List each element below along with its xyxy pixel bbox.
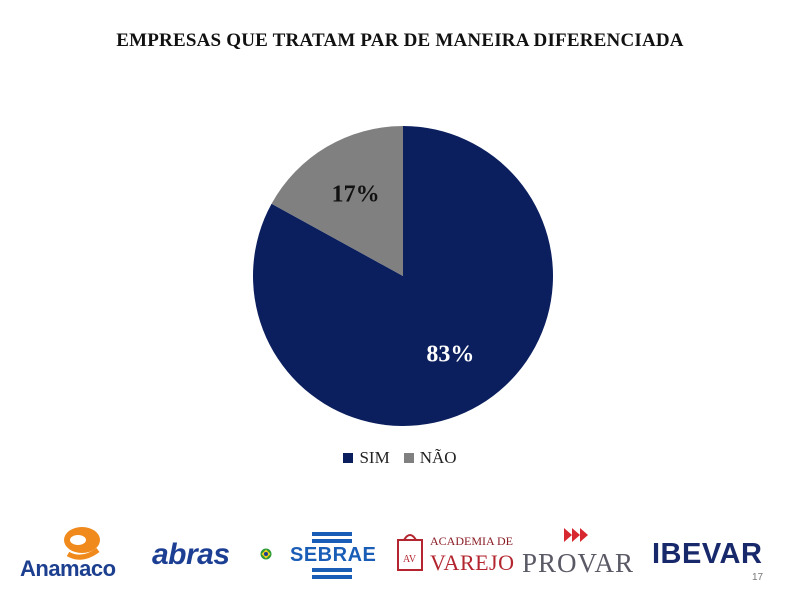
ibevar-logo: IBEVAR	[652, 538, 777, 578]
sebrae-stripes-icon	[312, 532, 352, 579]
academia-wordmark-bottom: VAREJO	[430, 550, 515, 575]
pie-chart: 83% 17%	[252, 126, 553, 426]
chart-title: EMPRESAS QUE TRATAM PAR DE MANEIRA DIFER…	[116, 30, 684, 51]
anamaco-mark-icon	[64, 527, 100, 560]
abras-logo: abras	[152, 538, 277, 578]
academia-varejo-logo: AV ACADEMIA DE VAREJO	[396, 530, 516, 586]
legend-label-nao: NÃO	[419, 448, 457, 467]
legend-label-sim: SIM	[359, 448, 390, 467]
academia-wordmark-top: ACADEMIA DE	[430, 534, 513, 548]
sebrae-wordmark: SEBRAE	[290, 544, 377, 566]
anamaco-wordmark: Anamaco	[20, 556, 116, 581]
shopping-bag-icon	[397, 534, 423, 571]
legend-swatch-sim	[343, 453, 354, 463]
academia-badge: AV	[403, 554, 417, 565]
legend-item-sim: SIM	[343, 448, 390, 468]
ibevar-wordmark: IBEVAR	[652, 538, 763, 570]
pie-slice-sim	[252, 126, 553, 426]
abras-wordmark: abras	[152, 538, 230, 571]
brazil-flag-icon	[260, 548, 272, 560]
page-number: 17	[752, 572, 764, 583]
provar-wordmark: PROVAR	[522, 548, 635, 578]
pie-slice-nao	[271, 126, 403, 276]
anamaco-logo: Anamaco	[20, 524, 136, 584]
provar-logo: PROVAR	[522, 524, 642, 582]
data-label-nao: 17%	[332, 181, 380, 207]
legend-item-nao: NÃO	[403, 448, 457, 468]
data-label-sim: 83%	[426, 342, 474, 368]
provar-mark-icon	[564, 528, 588, 542]
chart-legend: SIM NÃO	[0, 448, 800, 468]
sebrae-logo: SEBRAE	[290, 530, 377, 582]
legend-swatch-nao	[403, 453, 414, 463]
sponsor-logos: Anamaco abras SEBRAE AV ACADEMIA DE VARE…	[0, 520, 800, 590]
